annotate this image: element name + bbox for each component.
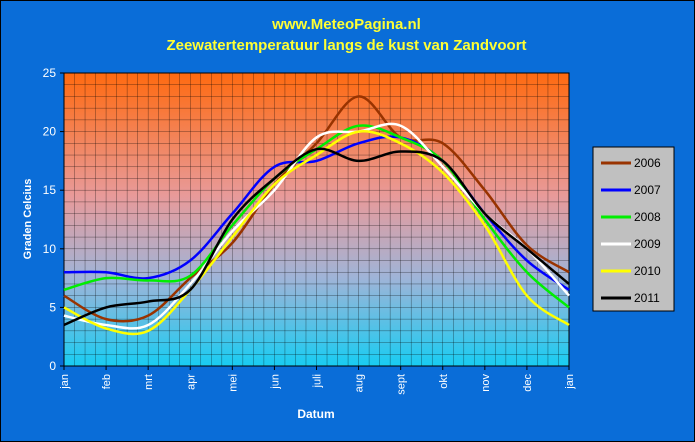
x-tick-label: feb: [101, 374, 113, 389]
y-tick-label: 5: [49, 300, 56, 314]
x-tick-label: juli: [312, 374, 324, 388]
series-line-2006: [63, 95, 570, 323]
chart-subtitle: Zeewatertemperatuur langs de kust van Za…: [166, 37, 527, 54]
x-tick-label: mrt: [143, 374, 155, 390]
legend-label-2010: 2010: [634, 264, 661, 278]
x-tick-label: okt: [438, 374, 450, 389]
legend-label-2007: 2007: [634, 183, 661, 197]
x-tick-label: apr: [185, 374, 197, 390]
series-line-2011: [63, 147, 570, 327]
legend-box: [592, 146, 675, 312]
series-layer: [63, 95, 570, 336]
x-tick-label: jun: [269, 374, 281, 390]
legend-label-2006: 2006: [634, 156, 661, 170]
legend: 2006 2007 2008 2009 2010 2011: [592, 146, 675, 312]
x-axis-label: Datum: [297, 407, 334, 421]
x-tick-label: aug: [354, 374, 366, 392]
axis-layer: 0 5 10 15 20 25 jan feb mrt apr mei jun juli aug sept o…: [43, 66, 576, 395]
series-line-2010: [63, 130, 570, 336]
x-tick-label: dec: [522, 374, 534, 392]
x-tick-label: jan: [564, 374, 576, 390]
legend-label-2011: 2011: [634, 291, 660, 305]
legend-label-2009: 2009: [634, 237, 661, 251]
y-tick-label: 10: [43, 242, 57, 256]
y-tick-label: 25: [43, 66, 57, 80]
x-tick-label: mei: [227, 374, 239, 392]
y-axis-label: Graden Celcius: [22, 179, 34, 260]
y-tick-label: 20: [43, 125, 57, 139]
x-tick-label: nov: [480, 374, 492, 392]
x-tick-label: sept: [396, 374, 408, 395]
chart-title: www.MeteoPagina.nl: [272, 16, 421, 33]
y-tick-label: 15: [43, 183, 57, 197]
x-tick-label: jan: [59, 374, 71, 390]
legend-label-2008: 2008: [634, 210, 661, 224]
y-tick-label: 0: [49, 359, 56, 373]
